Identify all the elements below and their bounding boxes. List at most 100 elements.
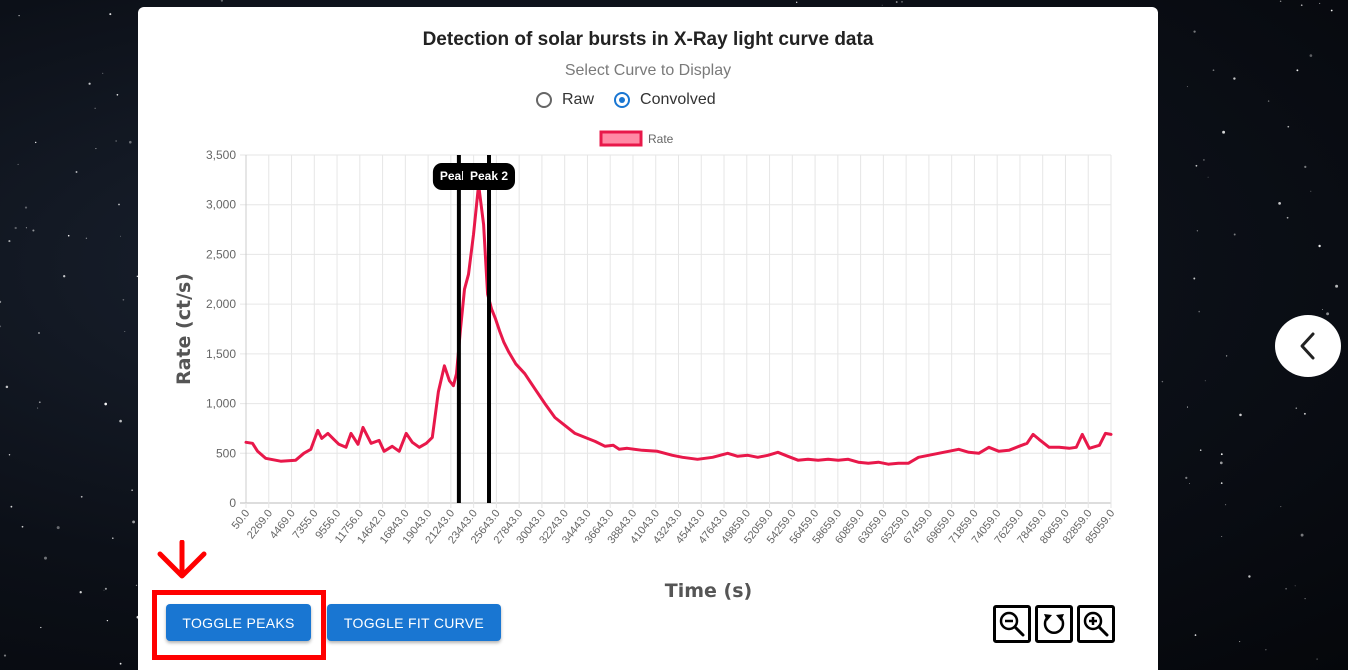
star [0,300,2,304]
reset-icon [1043,614,1065,634]
y-tick-label: 0 [229,496,236,510]
y-tick-label: 3,500 [206,148,236,162]
star [106,619,109,622]
x-axis-title: Time (s) [665,580,752,602]
y-tick-label: 2,500 [206,247,236,261]
toggle-peaks-button[interactable]: TOGGLE PEAKS [166,604,311,641]
star [1265,649,1267,651]
star [24,206,28,209]
peak-2-annotation: Peak 2 [463,163,516,190]
star [1196,230,1199,232]
star [112,537,114,539]
star [1239,413,1242,417]
y-tick-label: 2,000 [206,297,236,311]
star [119,662,122,665]
radio-raw[interactable]: Raw [536,91,594,109]
carousel-prev-button[interactable] [1275,315,1341,377]
star [5,385,9,389]
star [1300,533,1304,537]
arrow-down-icon [157,540,207,579]
star [1294,585,1296,587]
star [0,325,2,328]
star [116,93,119,96]
star [85,237,88,239]
star [109,13,112,16]
radio-raw-circle[interactable] [536,92,552,108]
star [1304,165,1307,169]
star [103,589,105,591]
star [79,591,82,594]
star [895,1,898,3]
star [1225,504,1227,506]
y-tick-label: 500 [216,446,236,460]
star [8,240,11,243]
star [796,1,798,3]
star [1222,130,1226,134]
rate-series-line [244,183,1113,466]
star [75,171,78,173]
star [25,227,27,229]
star [1198,310,1200,313]
star [3,654,7,657]
star [1296,69,1299,72]
star [80,495,83,498]
star [124,331,126,332]
star [1267,100,1270,102]
star [1185,476,1188,479]
star [14,226,17,230]
star [38,332,40,334]
toggle-fit-curve-button[interactable]: TOGGLE FIT CURVE [327,604,501,641]
star [1225,355,1228,357]
star [115,140,117,142]
star [40,626,42,629]
star [1318,244,1321,248]
star [37,407,39,409]
star [67,234,70,237]
star [1335,284,1339,288]
star [1309,54,1313,57]
star [1221,536,1223,537]
star [1220,453,1223,456]
legend-label: Rate [648,132,674,146]
legend-swatch [599,130,643,147]
star [1186,86,1188,88]
y-tick-label: 3,000 [206,198,236,212]
reset-zoom-button[interactable] [1035,605,1073,643]
curve-radio-group: Raw Convolved [536,91,716,109]
star [118,203,120,206]
light-curve-chart: 05001,0001,5002,0002,5003,0003,50050.022… [173,130,1117,602]
star [1233,77,1236,80]
star [63,275,66,278]
star [1207,176,1209,178]
radio-convolved[interactable]: Convolved [614,91,716,109]
y-tick-label: 1,500 [206,347,236,361]
star [1279,0,1282,2]
peak-2-label: Peak 2 [470,169,508,183]
star [56,526,60,530]
star [1204,380,1206,382]
zoom-in-button[interactable] [1077,605,1115,643]
star [1161,380,1164,383]
star [1194,634,1197,636]
star [1330,9,1333,12]
star [120,235,121,237]
star [1195,164,1198,167]
radio-convolved-circle[interactable] [614,92,631,108]
star [1310,190,1312,192]
star [44,556,47,560]
star [1304,597,1306,600]
zoom-out-button[interactable] [993,605,1031,643]
star [1239,641,1241,643]
star [1186,406,1189,408]
main-card: Detection of solar bursts in X-Ray light… [138,7,1158,670]
star [21,525,24,528]
star [1326,312,1330,316]
star [1212,69,1215,72]
star [102,72,104,74]
star [95,148,97,150]
zoom-out-icon [999,611,1025,637]
y-tick-label: 1,000 [206,397,236,411]
star [88,82,91,85]
highlight-box [152,590,326,660]
star [8,454,11,456]
